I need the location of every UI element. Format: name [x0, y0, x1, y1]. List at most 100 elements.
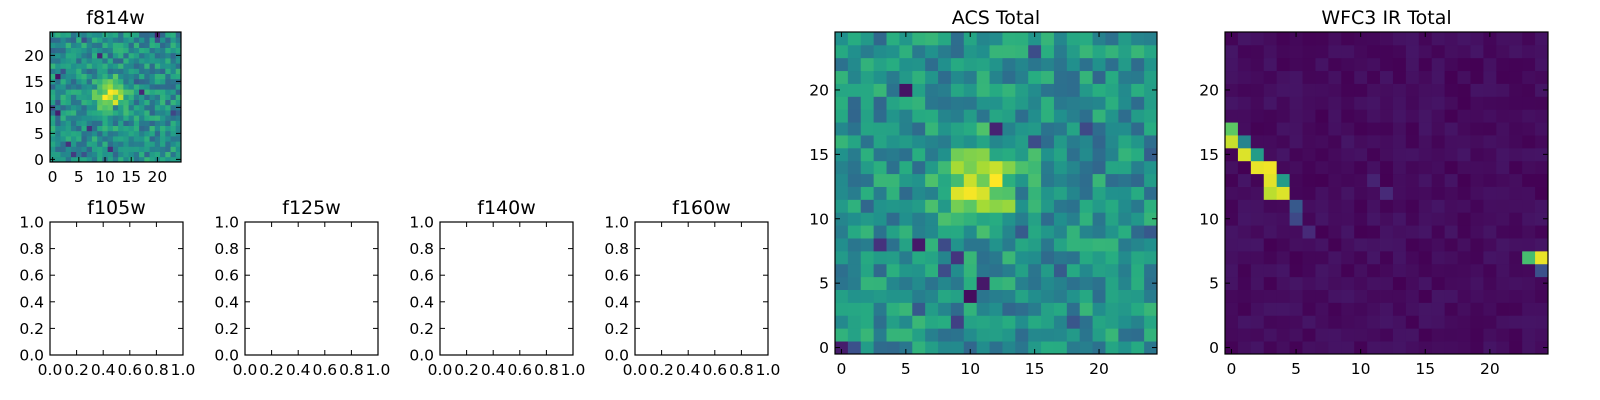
heatmap-cell [1066, 135, 1081, 149]
heatmap-cell [925, 122, 939, 136]
heatmap-cell [170, 146, 177, 152]
heatmap-cell [1079, 341, 1093, 355]
heatmap-cell [1341, 263, 1355, 278]
heatmap-cell [1405, 276, 1420, 290]
heatmap-cell [1276, 160, 1290, 175]
heatmap-cell [847, 96, 862, 110]
heatmap-cell [1105, 57, 1119, 72]
heatmap-cell [60, 42, 67, 48]
heatmap-cell [1380, 186, 1394, 200]
heatmap-cell [886, 341, 900, 355]
heatmap-cell [70, 141, 77, 147]
heatmap-cell [70, 42, 77, 48]
heatmap-cell [976, 238, 990, 252]
heatmap-cell [1092, 276, 1106, 290]
heatmap-cell [847, 289, 862, 303]
heatmap-cell [86, 78, 93, 85]
heatmap-cell [860, 173, 875, 187]
heatmap-cell [76, 94, 82, 100]
heatmap-cell [102, 63, 109, 69]
heatmap-cell [144, 78, 150, 85]
heatmap-cell [1315, 186, 1329, 200]
heatmap-cell [886, 70, 900, 84]
heatmap-cell [950, 57, 965, 72]
heatmap-cell [170, 58, 177, 64]
heatmap-cell [1315, 250, 1329, 265]
heatmap-cell [1263, 212, 1278, 226]
heatmap-cell [1418, 225, 1433, 239]
heatmap-cell [1535, 328, 1549, 342]
heatmap-cell [1118, 199, 1132, 213]
heatmap-cell [1131, 238, 1145, 252]
heatmap-cell [102, 89, 109, 95]
heatmap-cell [1418, 250, 1433, 265]
heatmap-cell [70, 104, 77, 111]
heatmap-cell [149, 120, 156, 126]
heatmap-cell [86, 52, 93, 59]
heatmap-cell [60, 156, 67, 163]
heatmap-cell [65, 110, 72, 116]
heatmap-cell [1354, 44, 1368, 59]
heatmap-cell [1380, 147, 1394, 162]
heatmap-cell [1079, 109, 1093, 123]
heatmap-cell [1444, 302, 1458, 316]
heatmap-cell [976, 289, 990, 303]
heatmap-cell [938, 315, 952, 329]
heatmap-cell [1250, 160, 1265, 175]
heatmap-cell [1509, 238, 1523, 252]
heatmap-cell [912, 212, 926, 226]
heatmap-cell [835, 32, 849, 46]
heatmap-cell [60, 73, 67, 80]
heatmap-cell [1418, 341, 1433, 355]
heatmap-cell [118, 136, 124, 142]
heatmap-cell [1105, 135, 1119, 149]
heatmap-cell [160, 104, 166, 111]
heatmap-cell [1066, 32, 1081, 46]
heatmap-cell [76, 99, 82, 106]
heatmap-cell [1328, 32, 1342, 46]
heatmap-cell [133, 115, 140, 121]
heatmap-cell [1237, 147, 1252, 162]
heatmap-cell [1354, 135, 1368, 149]
heatmap-cell [1354, 70, 1368, 84]
heatmap-cell [81, 42, 88, 48]
heatmap-cell [1144, 32, 1158, 46]
heatmap-cell [149, 146, 156, 152]
heatmap-cell [1354, 160, 1368, 175]
heatmap-cell [1289, 135, 1303, 149]
heatmap-cell [1079, 44, 1093, 59]
heatmap-cell [1535, 225, 1549, 239]
heatmap-cell [1289, 83, 1303, 97]
heatmap-cell [1041, 186, 1055, 200]
heatmap-cell [1237, 328, 1252, 342]
heatmap-cell [1302, 315, 1316, 329]
heatmap-cell [1431, 315, 1446, 329]
heatmap-cell [1405, 263, 1420, 278]
heatmap-cell [1118, 109, 1132, 123]
heatmap-cell [149, 68, 156, 74]
heatmap-cell [70, 146, 77, 152]
heatmap-cell [1225, 173, 1239, 187]
heatmap-cell [149, 52, 156, 59]
heatmap-cell [963, 315, 978, 329]
heatmap-cell [1276, 135, 1290, 149]
heatmap-cell [86, 125, 93, 132]
heatmap-cell [1002, 328, 1016, 342]
heatmap-cell [925, 135, 939, 149]
heatmap-cell [938, 135, 952, 149]
heatmap-cell [81, 78, 88, 85]
heatmap-cell [1289, 315, 1303, 329]
y-tick-label: 1.0 [214, 214, 239, 232]
heatmap-cell [160, 156, 166, 163]
heatmap-cell [1392, 212, 1407, 226]
heatmap-cell [860, 238, 875, 252]
heatmap-cell [847, 341, 862, 355]
heatmap-cell [118, 94, 124, 100]
heatmap-cell [102, 68, 109, 74]
heatmap-cell [938, 289, 952, 303]
heatmap-cell [1457, 96, 1471, 110]
heatmap-cell [860, 147, 875, 162]
heatmap-cell [847, 32, 862, 46]
